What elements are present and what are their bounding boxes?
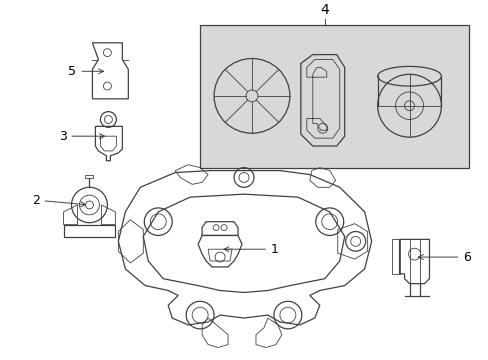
- Text: 5: 5: [68, 65, 103, 78]
- Bar: [200, 25, 468, 168]
- Text: 1: 1: [224, 243, 278, 256]
- Text: 4: 4: [320, 3, 328, 17]
- Text: 2: 2: [32, 194, 85, 207]
- Text: 6: 6: [418, 251, 470, 264]
- Text: 3: 3: [59, 130, 104, 143]
